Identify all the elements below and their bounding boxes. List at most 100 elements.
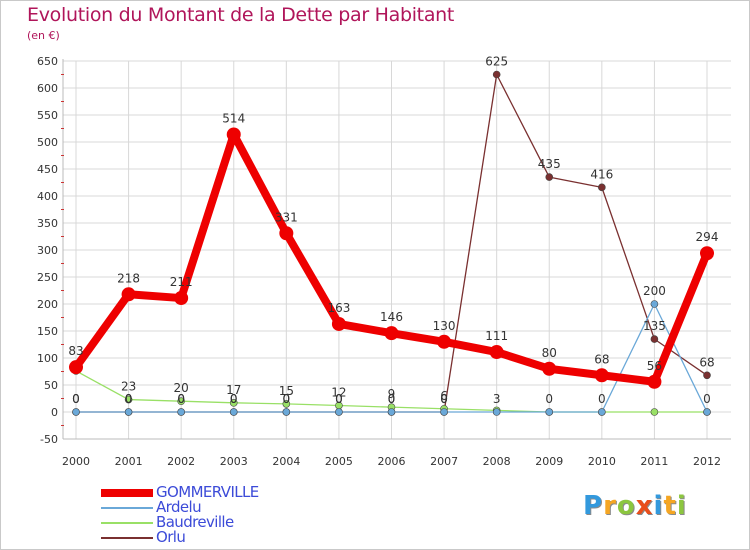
data-point-gommerville [384, 326, 399, 341]
data-point-ardelu [282, 408, 291, 416]
y-tick-label: 300 [37, 244, 58, 257]
data-point-baudreville [650, 408, 659, 416]
proxiti-logo: Proxiti [583, 491, 687, 521]
data-label-ardelu: 0 [440, 392, 448, 406]
x-tick-label: 2002 [167, 455, 195, 468]
data-point-baudreville [229, 399, 238, 407]
x-tick-label: 2000 [62, 455, 90, 468]
data-point-gommerville [437, 334, 452, 349]
data-point-baudreville [124, 395, 133, 404]
data-label-orlu: 625 [485, 55, 508, 69]
x-tick-label: 2001 [115, 455, 143, 468]
data-label-orlu: 0 [125, 392, 133, 406]
x-tick-label: 2010 [588, 455, 616, 468]
y-tick-label: 0 [51, 406, 58, 419]
data-point-ardelu [545, 408, 554, 416]
y-tick-label: -50 [40, 433, 58, 446]
data-point-ardelu [492, 408, 501, 416]
y-tick-label: 350 [37, 217, 58, 230]
data-point-ardelu [650, 300, 659, 308]
data-label-ardelu: 200 [643, 284, 666, 298]
legend-swatch [101, 537, 153, 539]
data-point-gommerville [121, 287, 136, 302]
x-tick-label: 2009 [535, 455, 563, 468]
data-label-orlu: 0 [440, 392, 448, 406]
data-label-ardelu: 3 [493, 392, 501, 406]
data-point-gommerville [331, 316, 346, 331]
x-tick-label: 2007 [430, 455, 458, 468]
data-point-ardelu [387, 408, 396, 416]
data-label-orlu: 0 [283, 392, 291, 406]
y-tick-label: 550 [37, 109, 58, 122]
data-point-ardelu [703, 408, 711, 416]
data-label-ardelu: 0 [388, 392, 396, 406]
data-label-gommerville: 80 [542, 346, 557, 360]
data-label-orlu: 135 [643, 319, 666, 333]
y-tick-label: 150 [37, 325, 58, 338]
chart-unit-label: (en €) [27, 29, 60, 42]
chart-title: Evolution du Montant de la Dette par Hab… [27, 4, 455, 26]
legend-label: Ardelu [156, 498, 202, 516]
data-label-gommerville: 68 [594, 352, 609, 366]
data-point-ardelu [177, 408, 185, 416]
data-label-gommerville: 163 [327, 301, 350, 315]
data-point-orlu [650, 335, 659, 343]
data-point-orlu [545, 173, 554, 181]
logo-letter: t [663, 491, 677, 521]
data-point-ardelu [72, 408, 80, 416]
x-tick-label: 2012 [693, 455, 721, 468]
data-label-gommerville: 514 [222, 111, 245, 125]
data-label-baudreville: 23 [121, 380, 136, 394]
data-label-ardelu: 0 [125, 392, 133, 406]
data-label-gommerville: 56 [647, 359, 662, 373]
data-label-baudreville: 15 [279, 384, 294, 398]
logo-letter: x [635, 491, 654, 521]
x-tick-label: 2003 [220, 455, 248, 468]
data-label-gommerville: 218 [117, 271, 140, 285]
data-label-ardelu: 0 [598, 392, 606, 406]
data-label-baudreville: 12 [331, 386, 346, 400]
data-point-ardelu [335, 408, 343, 416]
logo-letter: i [653, 491, 664, 521]
data-point-orlu [703, 371, 711, 380]
data-label-gommerville: 331 [275, 210, 298, 224]
data-label-orlu: 0 [335, 392, 343, 406]
data-point-ardelu [440, 408, 448, 416]
data-point-orlu [492, 70, 501, 79]
data-point-ardelu [598, 408, 606, 416]
data-label-gommerville: 146 [380, 310, 403, 324]
data-label-baudreville: 6 [440, 389, 448, 403]
data-label-gommerville: 211 [170, 275, 193, 289]
legend-swatch [101, 507, 153, 509]
data-label-orlu: 0 [177, 392, 185, 406]
x-tick-label: 2006 [378, 455, 406, 468]
data-point-gommerville [700, 246, 714, 261]
x-tick-label: 2005 [325, 455, 353, 468]
data-label-gommerville: 294 [696, 230, 719, 244]
data-label-baudreville: 17 [226, 383, 241, 397]
y-tick-label: 250 [37, 271, 58, 284]
legend-label: Baudreville [156, 513, 234, 531]
data-point-gommerville [226, 127, 241, 142]
y-tick-label: 600 [37, 82, 58, 95]
y-tick-label: 400 [37, 190, 58, 203]
data-point-gommerville [594, 368, 609, 383]
data-point-gommerville [174, 291, 189, 306]
legend-swatch [101, 489, 153, 497]
data-point-gommerville [489, 345, 504, 360]
data-label-gommerville: 111 [485, 329, 508, 343]
y-tick-label: 50 [44, 379, 58, 392]
legend-label: Orlu [156, 528, 186, 546]
data-label-baudreville: 9 [388, 387, 396, 401]
data-point-gommerville [69, 360, 83, 375]
data-label-ardelu: 0 [72, 392, 80, 406]
data-label-orlu: 0 [230, 392, 238, 406]
data-label-ardelu: 0 [335, 392, 343, 406]
data-label-orlu: 416 [590, 167, 613, 181]
data-point-baudreville [282, 400, 291, 408]
data-label-gommerville: 83 [68, 344, 83, 358]
data-label-orlu: 68 [699, 355, 714, 369]
y-tick-label: 650 [37, 55, 58, 68]
data-label-ardelu: 0 [703, 392, 711, 406]
